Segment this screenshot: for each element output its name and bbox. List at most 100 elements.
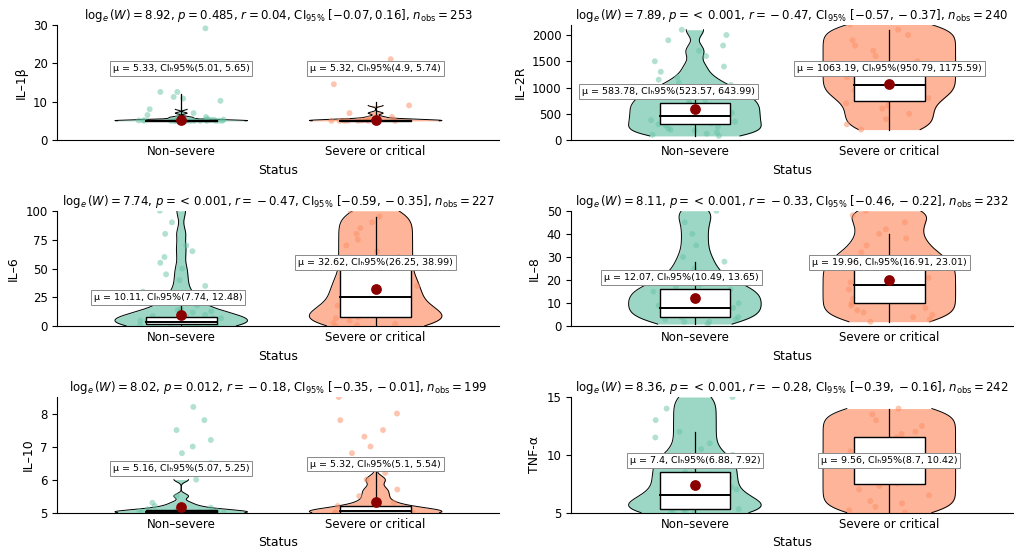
Point: [864, 46, 880, 55]
Point: [903, 445, 919, 454]
Point: [723, 393, 740, 401]
Point: [904, 312, 920, 321]
Y-axis label: TNF-α: TNF-α: [528, 436, 540, 473]
Point: [213, 469, 229, 478]
Point: [208, 321, 224, 330]
Point: [348, 230, 365, 239]
Point: [686, 126, 702, 135]
Point: [333, 508, 350, 517]
Point: [890, 404, 906, 413]
Point: [339, 116, 356, 125]
Point: [889, 479, 905, 488]
Point: [185, 403, 202, 411]
Point: [888, 433, 904, 442]
Point: [667, 282, 684, 291]
Point: [919, 274, 935, 282]
Point: [331, 116, 347, 125]
Point: [383, 112, 399, 121]
Point: [659, 301, 676, 310]
Point: [838, 99, 854, 108]
Y-axis label: IL–8: IL–8: [528, 256, 540, 281]
Point: [896, 508, 912, 517]
Point: [688, 456, 704, 465]
Point: [698, 130, 714, 138]
Point: [169, 87, 185, 96]
Point: [390, 284, 407, 292]
Point: [386, 320, 403, 329]
Point: [146, 319, 162, 327]
Point: [132, 316, 149, 325]
Point: [673, 491, 689, 500]
Point: [367, 284, 383, 293]
Point: [853, 282, 869, 291]
Point: [646, 433, 662, 442]
Text: μ = 5.32, CIₕ95%(4.9, 5.74): μ = 5.32, CIₕ95%(4.9, 5.74): [310, 64, 440, 73]
Point: [152, 259, 168, 267]
Point: [163, 116, 179, 125]
Point: [182, 116, 199, 125]
Point: [360, 115, 376, 123]
Point: [858, 241, 874, 250]
Point: [852, 474, 868, 483]
Point: [842, 447, 858, 456]
Title: $\log_e(W) = 8.02$, $p = 0.012$, $r = -0.18$, $\mathrm{CI}_{95\%}$ $[-0.35, -0.0: $\log_e(W) = 8.02$, $p = 0.012$, $r = -0…: [69, 379, 487, 396]
Point: [896, 218, 912, 227]
Point: [920, 491, 936, 500]
Point: [906, 427, 922, 436]
Point: [147, 502, 163, 510]
Point: [399, 299, 416, 307]
Point: [720, 474, 737, 483]
Point: [166, 116, 182, 125]
Point: [358, 116, 374, 125]
Point: [351, 505, 367, 514]
Point: [690, 46, 706, 55]
Point: [877, 115, 894, 123]
Point: [193, 319, 209, 327]
Point: [842, 278, 858, 287]
Point: [168, 492, 184, 500]
Point: [895, 290, 911, 299]
Point: [199, 116, 215, 125]
Point: [841, 459, 857, 468]
Point: [850, 485, 866, 494]
Point: [681, 97, 697, 106]
Point: [325, 80, 341, 89]
Point: [329, 301, 345, 310]
Point: [214, 116, 230, 125]
Point: [327, 508, 343, 517]
Point: [386, 116, 403, 125]
Point: [697, 294, 713, 303]
Text: μ = 1063.19, CIₕ95%(950.79, 1175.59): μ = 1063.19, CIₕ95%(950.79, 1175.59): [796, 64, 980, 73]
Point: [678, 503, 694, 512]
Point: [347, 507, 364, 515]
Point: [700, 317, 716, 326]
Point: [186, 299, 203, 307]
Point: [186, 320, 203, 329]
Point: [198, 317, 214, 326]
Point: [165, 508, 181, 517]
Point: [180, 321, 197, 330]
Point: [338, 293, 355, 302]
Point: [185, 116, 202, 125]
Point: [864, 67, 880, 76]
Point: [866, 503, 882, 512]
Point: [658, 404, 675, 413]
Point: [208, 116, 224, 125]
FancyBboxPatch shape: [853, 264, 924, 303]
FancyBboxPatch shape: [340, 269, 411, 317]
Point: [659, 36, 676, 44]
Point: [684, 230, 700, 239]
Point: [656, 315, 673, 324]
Point: [717, 31, 734, 39]
Point: [687, 115, 703, 123]
Point: [173, 449, 190, 458]
Point: [400, 101, 417, 110]
FancyBboxPatch shape: [659, 103, 730, 125]
Point: [362, 442, 378, 451]
Point: [177, 116, 194, 125]
Point: [715, 257, 732, 266]
Point: [345, 508, 362, 517]
Point: [358, 455, 374, 464]
Point: [164, 218, 180, 227]
Point: [701, 101, 717, 110]
